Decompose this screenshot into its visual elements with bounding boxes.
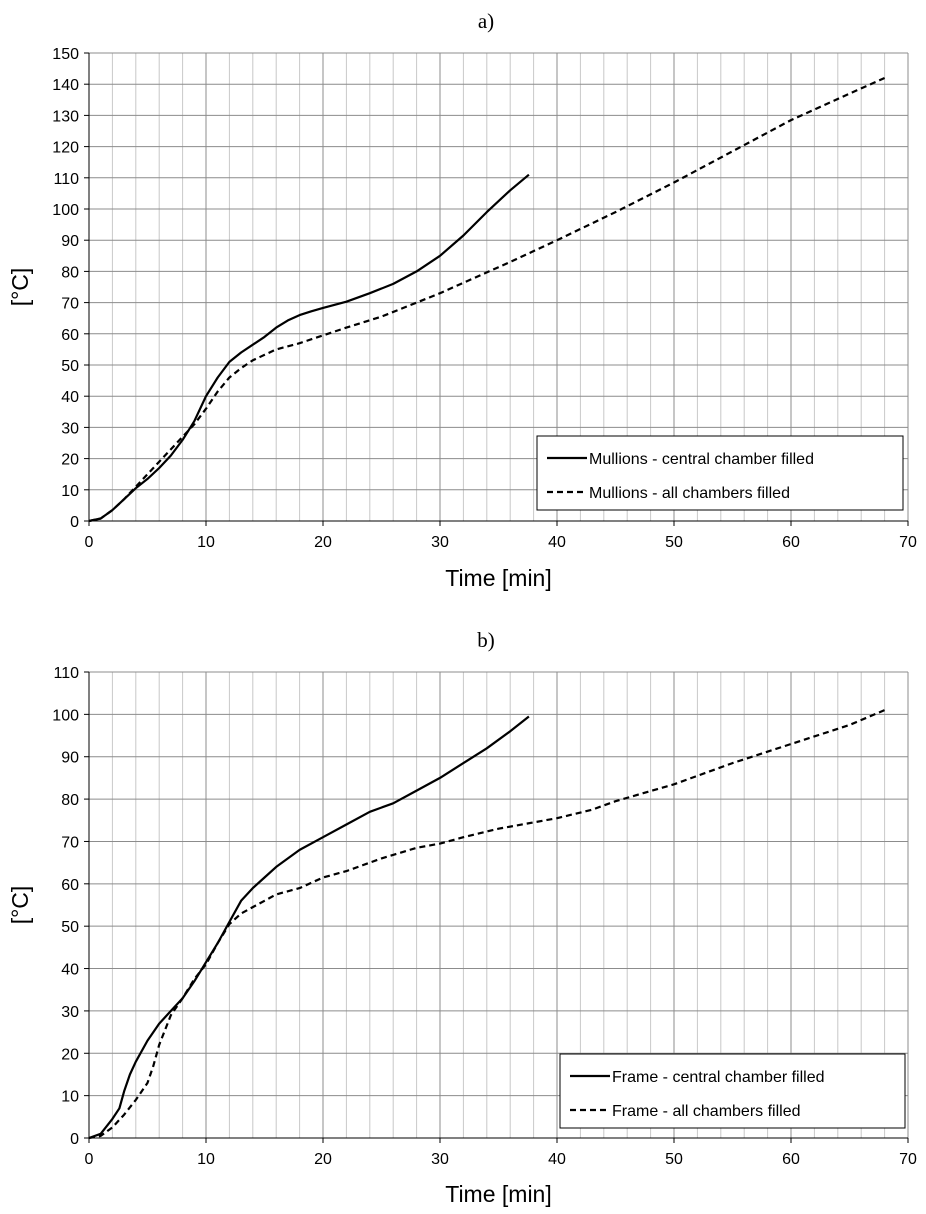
y-axis-title: [°C]: [7, 886, 33, 925]
series-line-solid: [88, 173, 530, 523]
y-tick-label: 30: [61, 1004, 79, 1021]
series-line-dashed: [88, 709, 886, 1140]
y-tick-label: 20: [61, 1046, 79, 1063]
y-tick-label: 50: [61, 358, 79, 375]
y-tick-label: 40: [61, 389, 79, 406]
y-tick-label: 90: [61, 233, 79, 250]
x-tick-label: 60: [782, 534, 800, 551]
y-tick-label: 50: [61, 919, 79, 936]
y-tick-label: 100: [52, 707, 79, 724]
x-tick-label: 10: [197, 1151, 215, 1168]
chart-panel-a: a) 0 10 20 30 40 50 60 70 0 10 20 30 40 50 60 70 80 90 100 1…: [7, 9, 917, 591]
x-tick-label: 30: [431, 534, 449, 551]
y-tick-label: 90: [61, 750, 79, 767]
legend: Mullions - central chamber filled Mullion…: [536, 435, 904, 511]
x-tick-label: 40: [548, 534, 566, 551]
chart-panel-b: b) 0 10 20 30 40 50 60 70 0 10 20 30 40 50 60 70 80 90 100 1…: [7, 628, 917, 1207]
x-tick-label: 0: [85, 534, 94, 551]
panel-label: a): [478, 9, 494, 33]
legend-box: [559, 1053, 906, 1129]
series-line-dashed: [88, 76, 886, 523]
x-tick-label: 40: [548, 1151, 566, 1168]
y-tick-label: 40: [61, 962, 79, 979]
y-tick-label: 100: [52, 202, 79, 219]
y-tick-label: 110: [53, 171, 79, 188]
x-tick-label: 20: [314, 1151, 332, 1168]
y-tick-label: 10: [61, 1089, 79, 1106]
x-tick-label: 50: [665, 534, 683, 551]
x-tick-label: 10: [197, 534, 215, 551]
y-tick-label: 10: [61, 483, 79, 500]
y-tick-label: 60: [61, 877, 79, 894]
legend-entry: Mullions - central chamber filled: [589, 451, 814, 468]
y-tick-label: 60: [61, 327, 79, 344]
y-tick-label: 70: [61, 834, 79, 851]
y-tick-label: 70: [61, 296, 79, 313]
series-line-solid: [88, 715, 530, 1140]
y-tick-label: 0: [70, 1131, 79, 1148]
x-tick-label: 0: [85, 1151, 94, 1168]
x-axis-title: Time [min]: [445, 565, 552, 591]
y-tick-label: 0: [70, 514, 79, 531]
legend-entry: Frame - central chamber filled: [612, 1069, 825, 1086]
x-tick-label: 60: [782, 1151, 800, 1168]
x-tick-label: 20: [314, 534, 332, 551]
y-tick-label: 30: [61, 420, 79, 437]
y-axis-title: [°C]: [7, 268, 33, 307]
y-tick-label: 80: [61, 792, 79, 809]
y-tick-label: 130: [52, 108, 79, 125]
x-tick-label: 30: [431, 1151, 449, 1168]
panel-label: b): [477, 628, 495, 652]
legend: Frame - central chamber filled Frame - al…: [559, 1053, 906, 1129]
y-tick-label: 120: [52, 140, 79, 157]
y-tick-label: 20: [61, 452, 79, 469]
x-tick-label: 70: [899, 534, 917, 551]
legend-entry: Mullions - all chambers filled: [589, 485, 790, 502]
x-axis-title: Time [min]: [445, 1181, 552, 1207]
legend-entry: Frame - all chambers filled: [612, 1103, 801, 1120]
x-tick-label: 50: [665, 1151, 683, 1168]
y-tick-label: 140: [52, 77, 79, 94]
y-tick-label: 110: [53, 665, 79, 682]
y-tick-label: 80: [61, 264, 79, 281]
legend-box: [536, 435, 904, 511]
y-tick-label: 150: [52, 46, 79, 63]
x-tick-label: 70: [899, 1151, 917, 1168]
